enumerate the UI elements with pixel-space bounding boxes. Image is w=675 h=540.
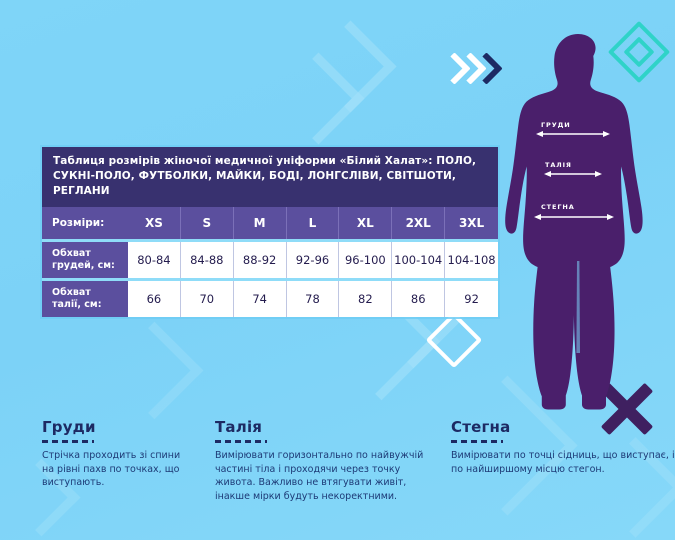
row-label-bust-line2: грудей, см: bbox=[52, 260, 115, 271]
instruction-text-hips: Вимірювати по точці сідниць, що виступає… bbox=[451, 450, 675, 475]
size-header-s: S bbox=[180, 207, 234, 239]
bust-value-s: 84-88 bbox=[180, 242, 234, 278]
instruction-text-waist: Вимірювати горизонтально по найвужчій ча… bbox=[215, 450, 424, 502]
size-table-title-line2: СУКНІ-ПОЛО, ФУТБОЛКИ, МАЙКИ, БОДІ, ЛОНГС… bbox=[53, 170, 456, 197]
hips-measure-label: СТЕГНА bbox=[541, 203, 575, 211]
instruction-text-bust: Стрічка проходить зі спини на рівні пахв… bbox=[42, 450, 181, 488]
header-label-cell: Розміри: bbox=[42, 207, 128, 239]
bust-value-l: 92-96 bbox=[286, 242, 340, 278]
size-table-title-line1: Таблиця розмірів жіночої медичної уніфор… bbox=[53, 155, 477, 167]
silhouette-leg-gap bbox=[576, 261, 580, 353]
bust-value-xs: 80-84 bbox=[128, 242, 181, 278]
instruction-block-hips: Стегна Вимірювати по точці сідниць, що в… bbox=[443, 418, 675, 503]
watermark-chevron-icon bbox=[304, 20, 397, 113]
table-row: Обхват грудей, см: 80-84 84-88 88-92 92-… bbox=[42, 242, 498, 278]
bust-measure-arrow bbox=[536, 131, 610, 137]
waist-value-xl: 82 bbox=[339, 281, 393, 317]
bust-value-3xl: 104-108 bbox=[445, 242, 498, 278]
silhouette-body bbox=[505, 34, 643, 410]
row-label-bust: Обхват грудей, см: bbox=[42, 242, 128, 278]
waist-value-2xl: 86 bbox=[392, 281, 446, 317]
bust-value-xl: 96-100 bbox=[339, 242, 393, 278]
size-header-xl: XL bbox=[339, 207, 393, 239]
measurement-instructions: Груди Стрічка проходить зі спини на рівн… bbox=[0, 418, 675, 503]
instruction-title-waist: Талія bbox=[215, 418, 263, 436]
female-silhouette-figure: ГРУДИ ТАЛІЯ СТЕГНА bbox=[488, 18, 668, 418]
row-label-waist-line2: талії, см: bbox=[52, 299, 102, 310]
size-table-title: Таблиця розмірів жіночої медичної уніфор… bbox=[42, 147, 498, 207]
row-label-waist: Обхват талії, см: bbox=[42, 281, 128, 317]
row-label-bust-line1: Обхват bbox=[52, 248, 91, 259]
silhouette-svg bbox=[505, 34, 643, 410]
waist-measure-arrow bbox=[544, 171, 602, 177]
waist-measure-label: ТАЛІЯ bbox=[545, 161, 572, 169]
size-header-3xl: 3XL bbox=[445, 207, 498, 239]
row-separator bbox=[42, 239, 498, 242]
waist-value-s: 70 bbox=[180, 281, 234, 317]
size-header-m: M bbox=[233, 207, 287, 239]
size-table: Таблиця розмірів жіночої медичної уніфор… bbox=[42, 147, 498, 317]
size-header-2xl: 2XL bbox=[392, 207, 446, 239]
instruction-block-bust: Груди Стрічка проходить зі спини на рівн… bbox=[0, 418, 195, 503]
hips-measure-arrow bbox=[534, 214, 614, 220]
bust-value-m: 88-92 bbox=[233, 242, 287, 278]
dashed-divider bbox=[215, 440, 267, 443]
instruction-title-hips: Стегна bbox=[451, 418, 511, 436]
size-table-header-row: Розміри: XS S M L XL 2XL 3XL bbox=[42, 207, 498, 239]
instruction-title-bust: Груди bbox=[42, 418, 96, 436]
waist-value-xs: 66 bbox=[128, 281, 181, 317]
waist-value-m: 74 bbox=[233, 281, 287, 317]
watermark-chevron-icon bbox=[272, 52, 365, 145]
row-separator bbox=[42, 278, 498, 281]
watermark-chevron-icon bbox=[105, 321, 204, 420]
bust-value-2xl: 100-104 bbox=[392, 242, 446, 278]
bust-measure-label: ГРУДИ bbox=[541, 121, 571, 129]
dashed-divider bbox=[42, 440, 94, 443]
waist-value-l: 78 bbox=[286, 281, 340, 317]
instruction-block-waist: Талія Вимірювати горизонтально по найвуж… bbox=[195, 418, 443, 503]
size-header-l: L bbox=[286, 207, 340, 239]
table-row: Обхват талії, см: 66 70 74 78 82 86 92 bbox=[42, 281, 498, 317]
diamond-outline-icon bbox=[425, 311, 483, 369]
size-header-xs: XS bbox=[128, 207, 181, 239]
row-label-waist-line1: Обхват bbox=[52, 287, 91, 298]
dashed-divider bbox=[451, 440, 503, 443]
waist-value-3xl: 92 bbox=[445, 281, 498, 317]
